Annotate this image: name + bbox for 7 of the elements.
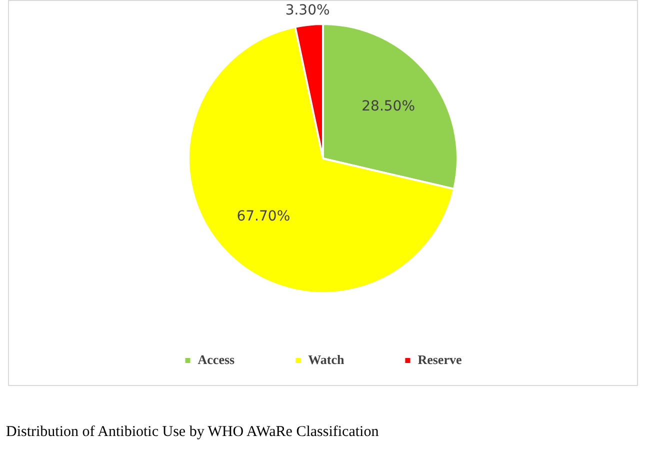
data-label: 28.50%: [362, 98, 416, 114]
legend-label: Watch: [308, 352, 345, 367]
legend-label: Reserve: [418, 352, 462, 367]
legend-label: Access: [198, 352, 235, 367]
data-label: 67.70%: [236, 208, 290, 224]
text: Distribution of Antibiotic Use by WHO AWaRe Classification: [6, 424, 379, 441]
data-label: 3.30%: [285, 2, 330, 18]
